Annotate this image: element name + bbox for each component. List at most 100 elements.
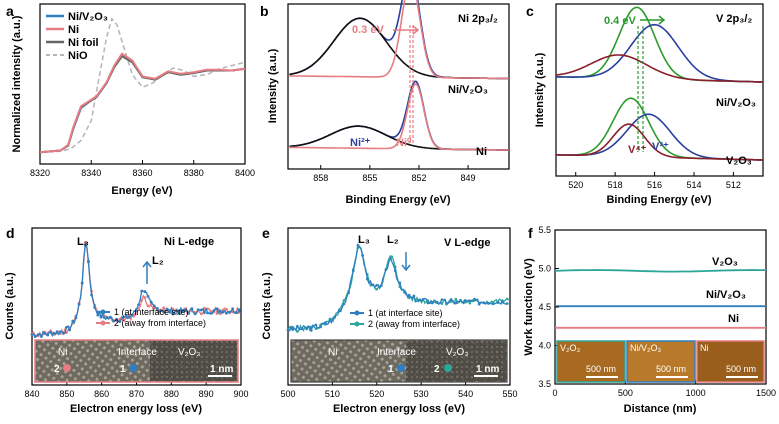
eels-point bbox=[375, 284, 378, 287]
y-tick-label: 5.5 bbox=[538, 225, 551, 235]
site-marker-2 bbox=[444, 364, 452, 372]
eels-point bbox=[224, 307, 228, 311]
eels-point bbox=[215, 312, 219, 315]
eels-point bbox=[43, 331, 46, 335]
legend-label: 2 (away from interface) bbox=[114, 318, 206, 328]
x-tick-label: 880 bbox=[164, 389, 179, 399]
series-label-f: Ni/V₂O₃ bbox=[706, 289, 746, 301]
peak-label-c: V⁴⁺ bbox=[628, 144, 647, 156]
y-axis-label-e: Counts (a.u.) bbox=[261, 272, 273, 340]
legend-e: 1 (at interface site) 2 (away from inter… bbox=[350, 308, 460, 329]
eels-point bbox=[314, 323, 318, 327]
shift-arrow-c bbox=[640, 15, 666, 25]
eels-point bbox=[121, 316, 125, 319]
site-marker-1 bbox=[129, 364, 137, 372]
eels-point bbox=[174, 309, 178, 312]
series-label-f: Ni bbox=[728, 313, 739, 325]
eels-point bbox=[209, 311, 213, 315]
eels-point bbox=[449, 300, 453, 303]
x-axis-label-c: Binding Energy (eV) bbox=[606, 194, 711, 206]
legend-a: Ni/V₂O₃ Ni Ni foil NiO bbox=[46, 11, 108, 62]
legend-label: 1 (at interface site) bbox=[114, 307, 189, 317]
eels-point bbox=[342, 302, 346, 306]
y-axis-label-c: Intensity (a.u.) bbox=[534, 52, 546, 127]
panel-b: b 858 855 852 849 Ni 2p₃/₂ 0.3 eV Ni/V₂O₃ N… bbox=[260, 0, 510, 206]
panel-title-e: V L-edge bbox=[444, 237, 490, 249]
stem-image-inset-d: Ni Interface V₂O₃ 1 2 1 nm bbox=[34, 339, 239, 383]
panel-letter-e: e bbox=[262, 225, 270, 241]
eels-point bbox=[80, 281, 84, 285]
eels-point bbox=[337, 309, 341, 313]
panel-letter-b: b bbox=[260, 3, 269, 19]
x-tick-label: 8380 bbox=[184, 168, 204, 178]
shift-label-c: 0.4 eV bbox=[604, 15, 636, 27]
scale-bar-label: 500 nm bbox=[656, 364, 686, 374]
eels-point bbox=[118, 320, 122, 324]
eels-point bbox=[77, 302, 81, 306]
series-label-b: Ni/V₂O₃ bbox=[448, 84, 488, 96]
site-marker-1 bbox=[397, 364, 405, 372]
y-tick-label: 4.0 bbox=[538, 341, 551, 351]
scale-bar-label: 1 nm bbox=[476, 364, 499, 375]
x-tick-label: 900 bbox=[233, 389, 248, 399]
x-axis-label-f: Distance (nm) bbox=[624, 403, 697, 415]
x-tick-label: 850 bbox=[59, 389, 74, 399]
edge-label-d: L₃ bbox=[77, 236, 89, 248]
x-tick-label: 510 bbox=[325, 389, 340, 399]
eels-point bbox=[65, 325, 68, 329]
eels-point bbox=[389, 257, 392, 260]
eels-point bbox=[435, 301, 439, 304]
series-label-b: Ni bbox=[476, 146, 487, 158]
eels-point bbox=[228, 310, 231, 314]
eels-point bbox=[61, 331, 65, 335]
inset-marker-label: 2 bbox=[434, 364, 440, 375]
eels-point bbox=[190, 307, 194, 311]
eels-point bbox=[184, 309, 188, 312]
peak-label-b: Ni⁰ bbox=[396, 137, 412, 149]
eels-point bbox=[477, 302, 481, 306]
eels-point bbox=[83, 243, 87, 247]
eels-point bbox=[323, 321, 327, 324]
eels-point bbox=[319, 325, 322, 329]
plot-frame-e bbox=[287, 227, 511, 386]
series-label-c: Ni/V₂O₃ bbox=[716, 97, 756, 109]
eels-point bbox=[310, 329, 313, 332]
x-tick-label: 8400 bbox=[235, 168, 255, 178]
scale-bar-label: 500 nm bbox=[726, 364, 756, 374]
eels-point bbox=[90, 293, 93, 297]
edge-label-d: L₂ bbox=[152, 255, 164, 267]
eels-point bbox=[224, 311, 228, 315]
eels-point bbox=[361, 254, 364, 257]
eels-point bbox=[87, 260, 90, 264]
eels-point bbox=[127, 315, 131, 319]
fit-curve bbox=[289, 17, 509, 80]
eels-point bbox=[296, 324, 299, 328]
panel-letter-d: d bbox=[6, 225, 15, 241]
x-tick-label: 518 bbox=[608, 180, 623, 190]
eels-point bbox=[351, 269, 355, 273]
eels-point bbox=[370, 283, 374, 287]
legend-label: Ni/V₂O₃ bbox=[68, 11, 108, 23]
eels-point bbox=[426, 301, 430, 305]
inset-label: Ni bbox=[328, 347, 337, 358]
eels-point bbox=[134, 309, 137, 313]
eels-point bbox=[181, 309, 184, 313]
eels-point bbox=[421, 298, 425, 301]
eels-point bbox=[445, 301, 448, 305]
eels-point bbox=[454, 301, 458, 305]
eels-point bbox=[501, 299, 504, 302]
eels-point bbox=[171, 312, 175, 316]
eels-point bbox=[177, 312, 181, 315]
eels-point bbox=[68, 328, 72, 332]
eels-point bbox=[36, 333, 40, 336]
y-tick-label: 3.5 bbox=[538, 379, 551, 389]
plot-frame-b bbox=[287, 3, 510, 170]
eels-point bbox=[206, 311, 209, 315]
panel-title-b: Ni 2p₃/₂ bbox=[458, 13, 498, 25]
fit-curve bbox=[555, 54, 763, 83]
eels-point bbox=[124, 313, 128, 317]
eels-point bbox=[291, 328, 294, 331]
eels-point bbox=[300, 327, 304, 330]
edge-label-e: L₃ bbox=[358, 234, 370, 246]
